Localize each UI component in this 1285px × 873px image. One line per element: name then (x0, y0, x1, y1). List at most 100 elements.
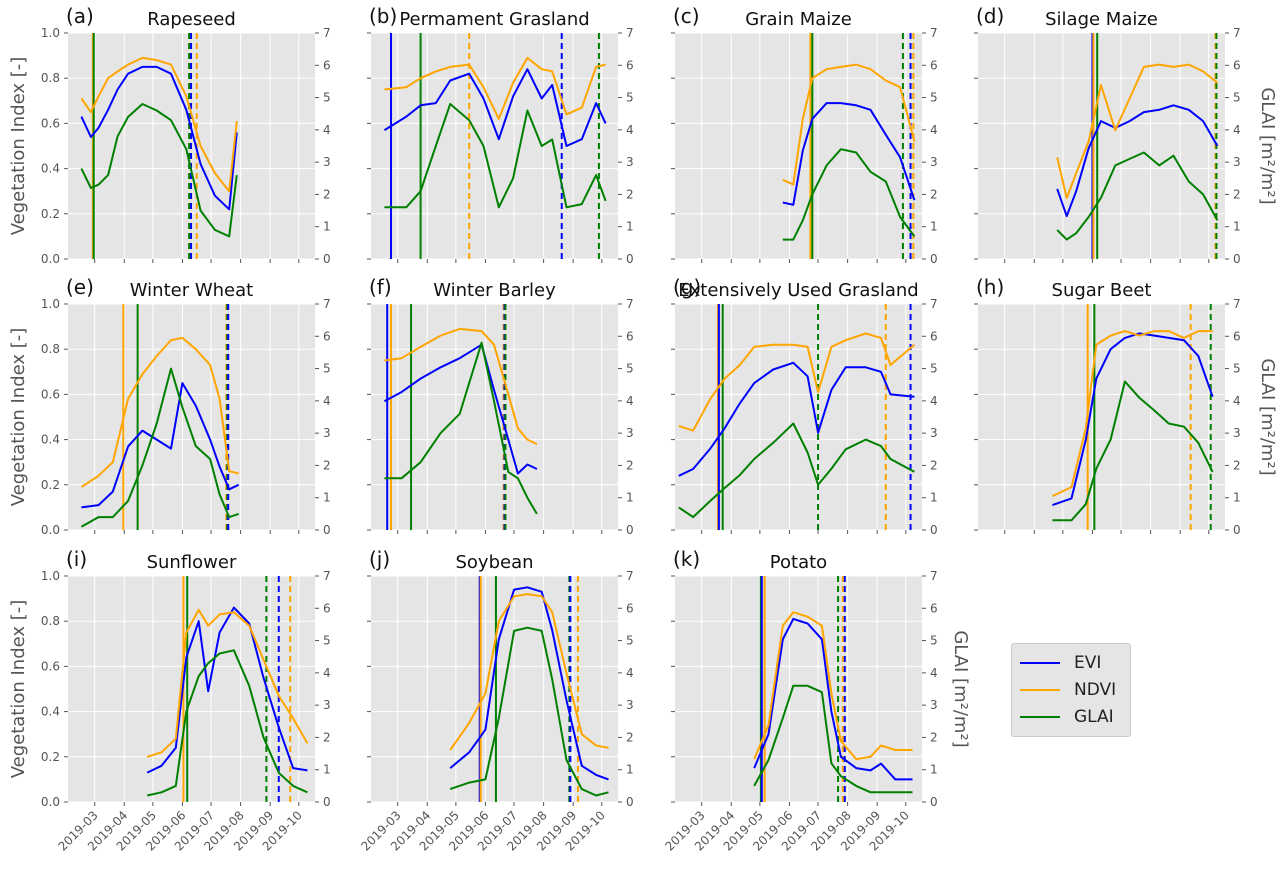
series-line-ndvi (384, 327, 538, 446)
legend-swatch-evi (1020, 662, 1060, 664)
series-line-ndvi (782, 63, 916, 186)
legend-item-ndvi: NDVI (1020, 679, 1116, 701)
series-line-evi (1052, 332, 1214, 507)
tick-label-right: 7 (930, 26, 938, 40)
tick-label-right: 6 (323, 601, 331, 615)
y-axis-title-left: Vegetation Index [-] (8, 328, 29, 507)
tick-label-right: 5 (626, 634, 634, 648)
tick-label-right: 1 (626, 491, 634, 505)
panel-g: 0 1 2 3 4 5 6 7 Extensively Used Grasland(g) (671, 275, 938, 537)
tick-label-right: 7 (323, 569, 331, 583)
series-line-evi (678, 361, 915, 477)
tick-label-right: 0 (626, 252, 634, 266)
series-line-glai (80, 367, 240, 528)
tick-label-right: 2 (626, 458, 634, 472)
tick-label-right: 0 (930, 252, 938, 266)
tick-label-right: 4 (626, 394, 634, 408)
tick-label-right: 3 (626, 426, 634, 440)
tick-label-right: 7 (626, 26, 634, 40)
legend-item-glai: GLAI (1020, 706, 1114, 728)
tick-label-right: 2 (323, 187, 331, 201)
series-line-evi (80, 65, 238, 211)
tick-label-left: 0.4 (41, 433, 60, 447)
series-line-evi (449, 586, 609, 781)
tick-label-left: 1.0 (41, 297, 60, 311)
tick-label-right: 3 (323, 698, 331, 712)
panel-c: 0 1 2 3 4 5 6 7 Grain Maize (c) (671, 4, 938, 266)
tick-label-left: 0.4 (41, 705, 60, 719)
tick-label-right: 7 (1233, 26, 1241, 40)
tick-label-left: 1.0 (41, 26, 60, 40)
panel-title: Silage Maize (1045, 9, 1158, 30)
tick-label-right: 7 (930, 297, 938, 311)
tick-label-right: 5 (930, 362, 938, 376)
tick-label-right: 3 (323, 155, 331, 169)
panel-title: Soybean (455, 552, 533, 573)
plot-background (68, 576, 315, 802)
tick-label-right: 0 (323, 252, 331, 266)
panel-label: (h) (976, 275, 1004, 299)
series-line-evi (782, 102, 916, 206)
tick-label-right: 4 (626, 666, 634, 680)
panel-j: 012345672019-032019-042019-052019-062019… (358, 547, 633, 854)
tick-label-right: 5 (323, 634, 331, 648)
panel-i: 0.00.20.40.60.81.0012345672019-032019-04… (41, 547, 331, 854)
tick-label-left: 1.0 (41, 569, 60, 583)
series-line-ndvi (80, 336, 239, 488)
series-line-ndvi (753, 611, 913, 761)
plot-background (978, 304, 1225, 530)
tick-label-right: 5 (1233, 362, 1241, 376)
series-line-evi (383, 68, 607, 147)
tick-label-left: 0.2 (41, 207, 60, 221)
panel-f: 0 1 2 3 4 5 6 7 Winter Barley (f) (367, 275, 634, 537)
series-line-glai (782, 148, 916, 241)
tick-label-right: 6 (930, 58, 938, 72)
y-axis-title-right: GLAI [m²/m²] (1257, 358, 1278, 475)
tick-label-right: 1 (323, 763, 331, 777)
tick-label-right: 5 (626, 91, 634, 105)
panel-title: Grain Maize (745, 9, 852, 30)
tick-label-left: 0.6 (41, 659, 60, 673)
tick-label-right: 1 (626, 220, 634, 234)
legend-label-glai: GLAI (1074, 707, 1114, 727)
tick-label-right: 3 (626, 155, 634, 169)
tick-label-right: 6 (1233, 58, 1241, 72)
tick-label-right: 5 (323, 91, 331, 105)
panel-label: (a) (66, 4, 94, 28)
tick-label-right: 4 (930, 666, 938, 680)
tick-label-right: 2 (626, 730, 634, 744)
y-axis-title-right: GLAI [m²/m²] (950, 630, 971, 747)
tick-label-left: 0.0 (41, 795, 60, 809)
tick-label-right: 0 (626, 795, 634, 809)
tick-label-right: 1 (930, 763, 938, 777)
tick-label-right: 4 (323, 394, 331, 408)
panel-label: (e) (66, 275, 94, 299)
series-line-evi (1056, 104, 1219, 218)
plot-background (371, 576, 618, 802)
tick-label-left: 0.6 (41, 116, 60, 130)
series-line-glai (146, 649, 308, 797)
plot-background (371, 33, 618, 259)
panel-label: (f) (369, 275, 392, 299)
panel-label: (c) (673, 4, 700, 28)
tick-label-right: 6 (626, 58, 634, 72)
panel-d: 0 1 2 3 4 5 6 7 Silage Maize (d) (974, 4, 1241, 266)
panel-label: (b) (369, 4, 397, 28)
panel-title: Extensively Used Grasland (678, 280, 918, 301)
panel-title: Potato (770, 552, 827, 573)
series-line-glai (1052, 380, 1214, 522)
tick-label-right: 5 (323, 362, 331, 376)
tick-label-right: 6 (1233, 329, 1241, 343)
tick-label-right: 6 (626, 601, 634, 615)
legend: EVI NDVI GLAI (1011, 643, 1131, 737)
tick-label-right: 6 (323, 58, 331, 72)
tick-label-right: 5 (626, 362, 634, 376)
legend-item-evi: EVI (1020, 652, 1101, 674)
tick-label-right: 1 (323, 220, 331, 234)
panel-label: (j) (369, 547, 390, 571)
tick-label-right: 2 (930, 730, 938, 744)
tick-label-right: 3 (323, 426, 331, 440)
panel-a: 0.0 0.2 0.4 0.6 0.8 1.0 0 1 2 3 4 5 6 7 Rapeseed (a) (41, 4, 331, 266)
tick-label-left: 0.4 (41, 162, 60, 176)
